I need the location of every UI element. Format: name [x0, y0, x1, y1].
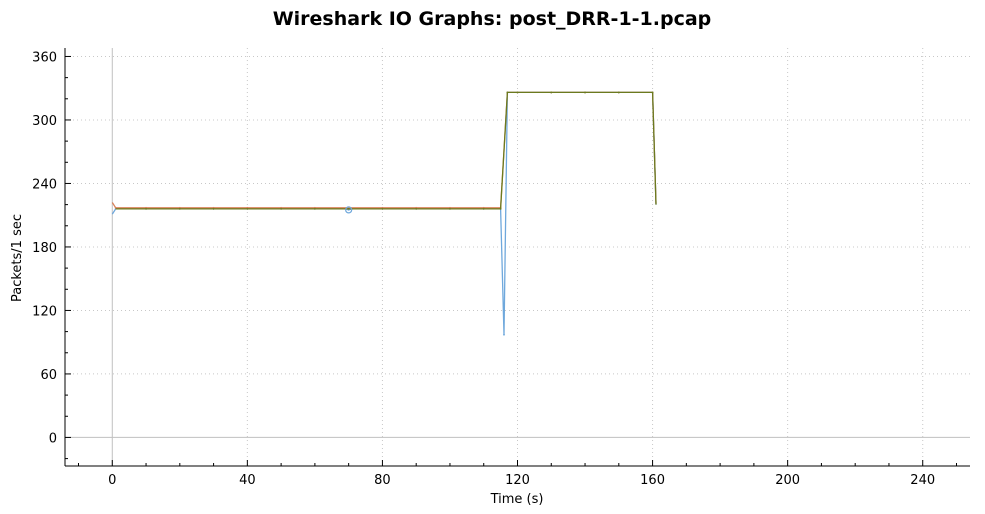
y-tick-label: 240 [32, 177, 57, 192]
series-point-3 [499, 207, 502, 210]
x-axis-label: Time (s) [490, 492, 544, 507]
x-tick-label: 80 [374, 473, 391, 488]
y-tick-label: 360 [32, 50, 57, 65]
series-point-1 [503, 333, 505, 336]
y-axis-label: Packets/1 sec [10, 214, 25, 302]
series-line-1 [111, 91, 657, 336]
y-tick-label: 120 [32, 304, 57, 319]
series-line-3 [115, 91, 657, 210]
series-point-3 [516, 91, 519, 94]
x-tick-label: 240 [910, 473, 935, 488]
series-point-3 [280, 207, 283, 210]
grid-lines [65, 48, 970, 466]
series-line-2 [111, 91, 657, 209]
y-tick-label: 180 [32, 241, 57, 256]
highlight-marker [345, 206, 353, 214]
series-point-3 [212, 207, 215, 210]
series-point-3 [506, 91, 509, 94]
series-point-3 [550, 91, 553, 94]
series-point-3 [381, 207, 384, 210]
y-tick-label: 300 [32, 114, 57, 129]
series-point-3 [347, 207, 350, 210]
y-tick-label: 0 [49, 431, 57, 446]
series-point-3 [145, 207, 147, 210]
series-point-3 [651, 91, 654, 94]
series-point-3 [313, 207, 316, 210]
series-point-3 [449, 207, 451, 210]
series-point-3 [415, 207, 418, 210]
zero-lines [65, 48, 970, 466]
series-point-3 [482, 207, 485, 210]
chart-title: Wireshark IO Graphs: post_DRR-1-1.pcap [273, 8, 712, 30]
x-tick-label: 160 [640, 473, 665, 488]
series-point-2 [114, 206, 117, 209]
series-point-3 [178, 207, 181, 210]
series-point-3 [617, 91, 620, 94]
x-tick-label: 40 [239, 473, 256, 488]
series-point-3 [246, 207, 249, 210]
x-tick-label: 200 [775, 473, 800, 488]
y-tick-label: 60 [40, 368, 57, 383]
x-tick-label: 0 [108, 473, 116, 488]
ticks: 0 60 120 180 240 300 360 0 40 80 120 160 200 240 [32, 50, 957, 488]
x-tick-label: 120 [505, 473, 530, 488]
series-point-3 [584, 91, 586, 94]
series [111, 91, 657, 336]
